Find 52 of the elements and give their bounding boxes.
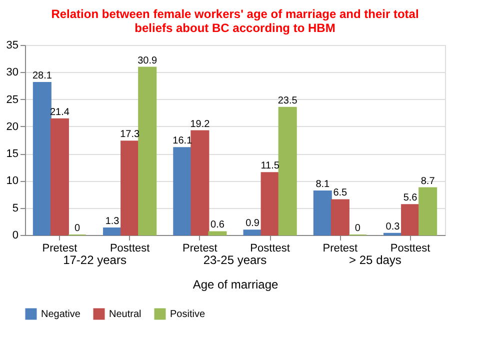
x-tick-label: Posttest xyxy=(110,242,150,254)
bar xyxy=(278,106,297,236)
data-label: 0.6 xyxy=(210,220,225,231)
legend-label: Negative xyxy=(41,309,81,320)
data-label: 30.9 xyxy=(138,55,158,66)
legend-label: Neutral xyxy=(109,309,142,320)
bar xyxy=(32,82,52,236)
legend-label: Positive xyxy=(170,309,206,320)
y-tick-label: 0 xyxy=(12,230,18,242)
x-tick-label: Pretest xyxy=(322,242,358,254)
y-tick-label: 5 xyxy=(12,202,18,214)
x-tick-label: Posttest xyxy=(250,242,290,254)
bar xyxy=(120,140,140,236)
x-tick-label: Pretest xyxy=(182,242,218,254)
bar xyxy=(401,204,420,236)
x-tick-label: Pretest xyxy=(42,242,78,254)
y-tick-label: 35 xyxy=(6,40,18,52)
y-tick-label: 30 xyxy=(6,66,18,79)
text: 17-22 years xyxy=(63,253,126,267)
bar xyxy=(208,231,227,236)
text: Relation between female workers' age of marriage and their total xyxy=(51,7,419,21)
x-axis-title: Age of marriage xyxy=(192,278,279,292)
data-label: 8.7 xyxy=(420,176,436,187)
data-label: 8.1 xyxy=(316,179,330,190)
data-label: 0 xyxy=(74,223,80,234)
text: beliefs about BC according to HBM xyxy=(134,21,336,35)
data-label: 28.1 xyxy=(32,70,52,82)
y-tick-label: 10 xyxy=(6,175,18,188)
data-label: 0 xyxy=(354,223,361,234)
bar xyxy=(260,172,280,236)
bar xyxy=(50,118,69,236)
bar xyxy=(243,230,262,236)
text: 23-25 years xyxy=(203,253,267,267)
bar xyxy=(313,190,332,236)
bar xyxy=(190,130,210,236)
data-label: 5.6 xyxy=(403,192,418,204)
bar xyxy=(173,147,192,236)
data-label: 1.3 xyxy=(105,216,120,227)
data-label: 23.5 xyxy=(278,95,298,106)
bar xyxy=(138,66,157,236)
x-tick-label: Posttest xyxy=(390,242,430,254)
data-label: 0.9 xyxy=(246,218,260,230)
data-label: 6.5 xyxy=(333,188,348,199)
bar xyxy=(418,187,438,236)
data-label: 0.3 xyxy=(386,221,400,232)
y-tick-label: 25 xyxy=(6,94,18,106)
y-tick-label: 20 xyxy=(6,120,18,133)
bar xyxy=(103,227,122,236)
data-label: 19.2 xyxy=(190,118,210,130)
text: > 25 days xyxy=(349,253,402,267)
bar xyxy=(330,199,350,236)
y-tick-label: 15 xyxy=(6,148,18,160)
